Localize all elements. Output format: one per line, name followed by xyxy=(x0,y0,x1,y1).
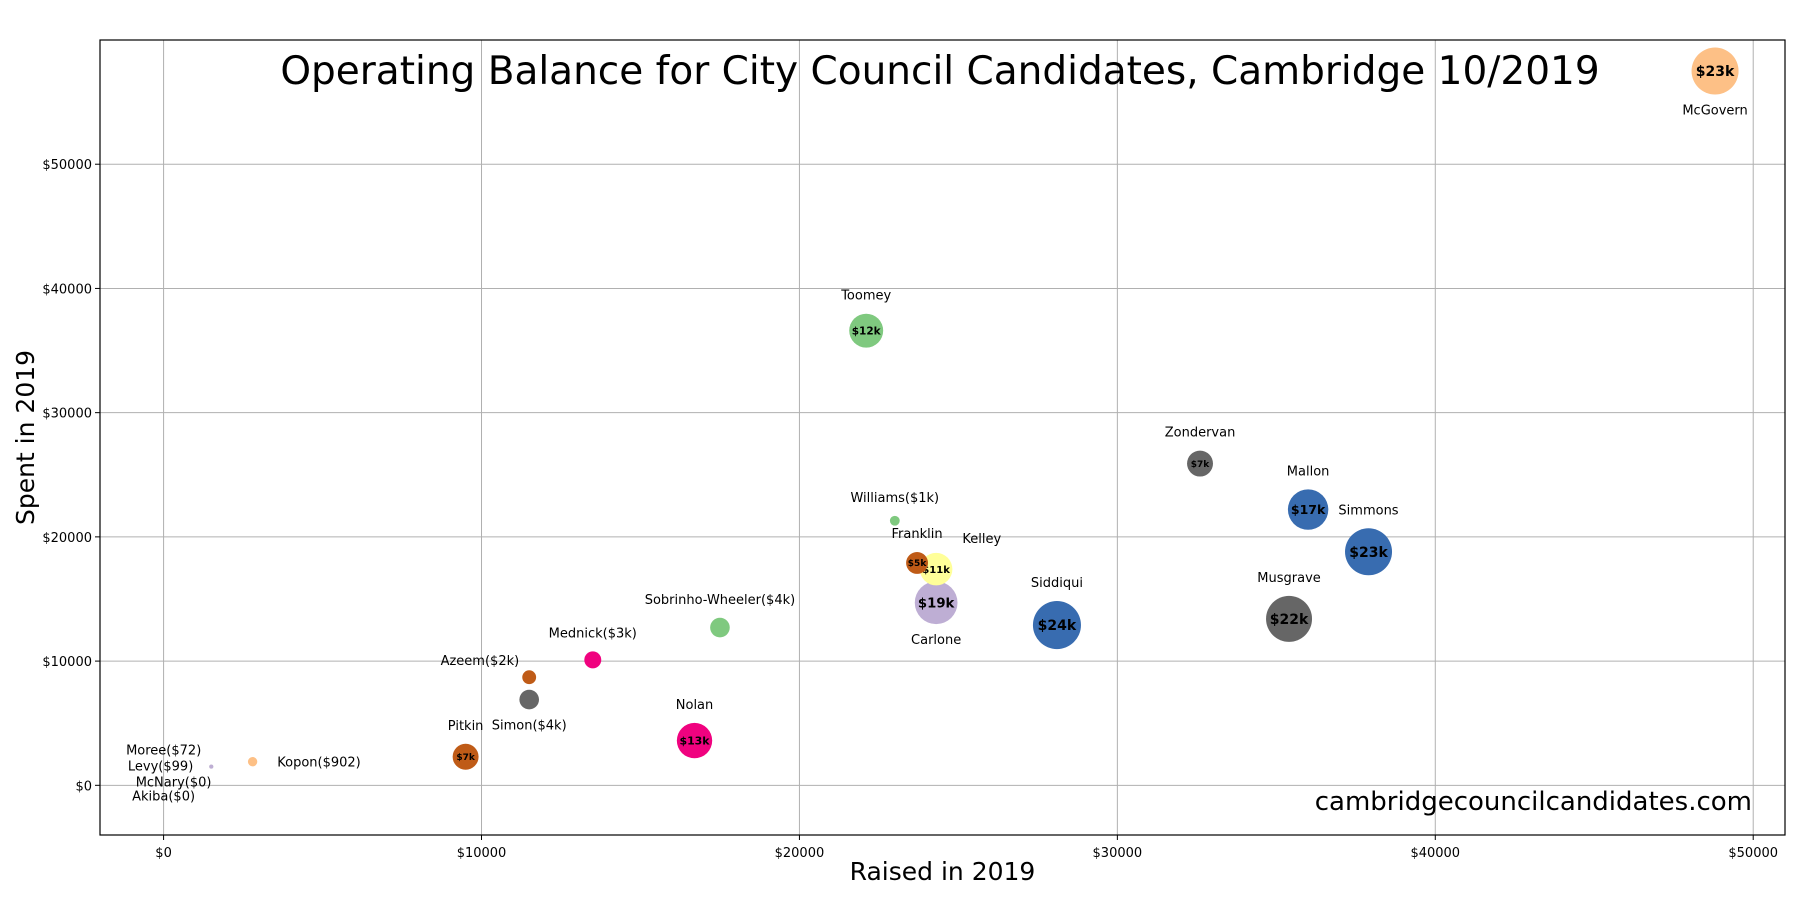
bubble-value-label: $23k xyxy=(1696,64,1735,80)
bubble-mallon xyxy=(1287,489,1329,530)
y-tick-label: $30000 xyxy=(42,407,92,422)
chart-title: Operating Balance for City Council Candi… xyxy=(280,49,1599,94)
bubble-value-label: $11k xyxy=(922,565,950,576)
plot-frame xyxy=(99,39,1786,836)
point-label-moree: Moree($72) xyxy=(126,744,201,759)
bubble-kopon xyxy=(247,757,258,767)
point-label-mcgovern: McGovern xyxy=(1682,104,1747,119)
bubble-value-label: $17k xyxy=(1291,502,1326,517)
bubble-simon xyxy=(519,689,540,710)
bubble-value-label: $12k xyxy=(852,325,882,337)
x-tick-label: $10000 xyxy=(457,846,507,861)
bubble-mednick xyxy=(584,651,602,669)
bubble-franklin xyxy=(906,552,929,574)
point-label-zondervan: Zondervan xyxy=(1165,426,1236,441)
x-tick-label: $30000 xyxy=(1093,846,1143,861)
bubble-kelley xyxy=(919,552,953,586)
x-tick-label: $50000 xyxy=(1728,846,1778,861)
watermark-text: cambridgecouncilcandidates.com xyxy=(1315,787,1752,817)
bubble-value-label: $19k xyxy=(918,596,956,611)
point-label-sobrinho-wheeler: Sobrinho-Wheeler($4k) xyxy=(645,593,796,608)
grid-lines xyxy=(100,40,1785,835)
bubble-mcgovern xyxy=(1691,47,1739,95)
bubble-pitkin xyxy=(452,743,479,770)
point-label-azeem: Azeem($2k) xyxy=(441,654,520,669)
point-label-akiba: Akiba($0) xyxy=(132,789,195,804)
bubble-value-label: $7k xyxy=(456,753,476,763)
bubble-carlone xyxy=(914,581,958,625)
point-label-simon: Simon($4k) xyxy=(492,718,567,733)
y-tick-label: $40000 xyxy=(42,282,92,297)
bubble-value-label: $22k xyxy=(1270,612,1309,628)
y-axis-label: Spent in 2019 xyxy=(11,350,40,525)
point-label-levy: Levy($99) xyxy=(128,760,193,775)
y-tick-label: $0 xyxy=(75,779,92,794)
point-label-mcnary: McNary($0) xyxy=(136,775,212,790)
bubble-value-label: $24k xyxy=(1038,618,1077,634)
axis-ticks: $0 $10000 $20000 $30000 $40000 $50000 $0 $10000… xyxy=(42,158,1778,861)
bubble-williams xyxy=(889,515,900,526)
point-label-mednick: Mednick($3k) xyxy=(549,626,637,641)
point-label-williams: Williams($1k) xyxy=(850,491,939,506)
bubble-simmons xyxy=(1345,528,1393,576)
bubble-siddiqui xyxy=(1032,601,1081,650)
point-label-nolan: Nolan xyxy=(676,698,714,713)
bubble-value-label: $23k xyxy=(1349,545,1388,561)
bubble-value-label: $13k xyxy=(679,735,710,748)
point-label-musgrave: Musgrave xyxy=(1257,571,1320,586)
bubble-moree xyxy=(209,764,214,769)
bubble-musgrave xyxy=(1266,595,1313,642)
point-label-kopon: Kopon($902) xyxy=(277,756,361,771)
point-label-mallon: Mallon xyxy=(1287,464,1330,479)
point-label-kelley: Kelley xyxy=(962,532,1001,547)
x-axis-label: Raised in 2019 xyxy=(850,857,1036,886)
x-tick-label: $40000 xyxy=(1410,846,1460,861)
point-label-siddiqui: Siddiqui xyxy=(1031,576,1083,591)
bubble-value-label: $7k xyxy=(1191,460,1211,470)
y-tick-label: $10000 xyxy=(42,655,92,670)
data-points: $24k $23k $23k $22k $19k $17k $13k $12k $11k $7k $… xyxy=(209,47,1739,770)
y-tick-label: $20000 xyxy=(42,531,92,546)
point-label-pitkin: Pitkin xyxy=(448,719,484,734)
x-tick-label: $20000 xyxy=(775,846,825,861)
point-label-simmons: Simmons xyxy=(1338,503,1398,518)
point-label-toomey: Toomey xyxy=(840,289,891,304)
bubble-zondervan xyxy=(1187,450,1213,477)
point-label-carlone: Carlone xyxy=(911,633,961,648)
y-tick-label: $50000 xyxy=(42,158,92,173)
bubble-toomey xyxy=(849,313,884,348)
bubble-nolan xyxy=(676,722,713,759)
x-tick-label: $0 xyxy=(155,846,172,861)
point-label-franklin: Franklin xyxy=(892,527,943,542)
point-labels: Siddiqui McGovern Simmons Musgrave Carlone Ma… xyxy=(126,104,1748,805)
bubble-sobrinho-wheeler xyxy=(710,617,730,638)
bubble-azeem xyxy=(522,670,537,685)
bubble-value-label: $5k xyxy=(908,559,928,569)
